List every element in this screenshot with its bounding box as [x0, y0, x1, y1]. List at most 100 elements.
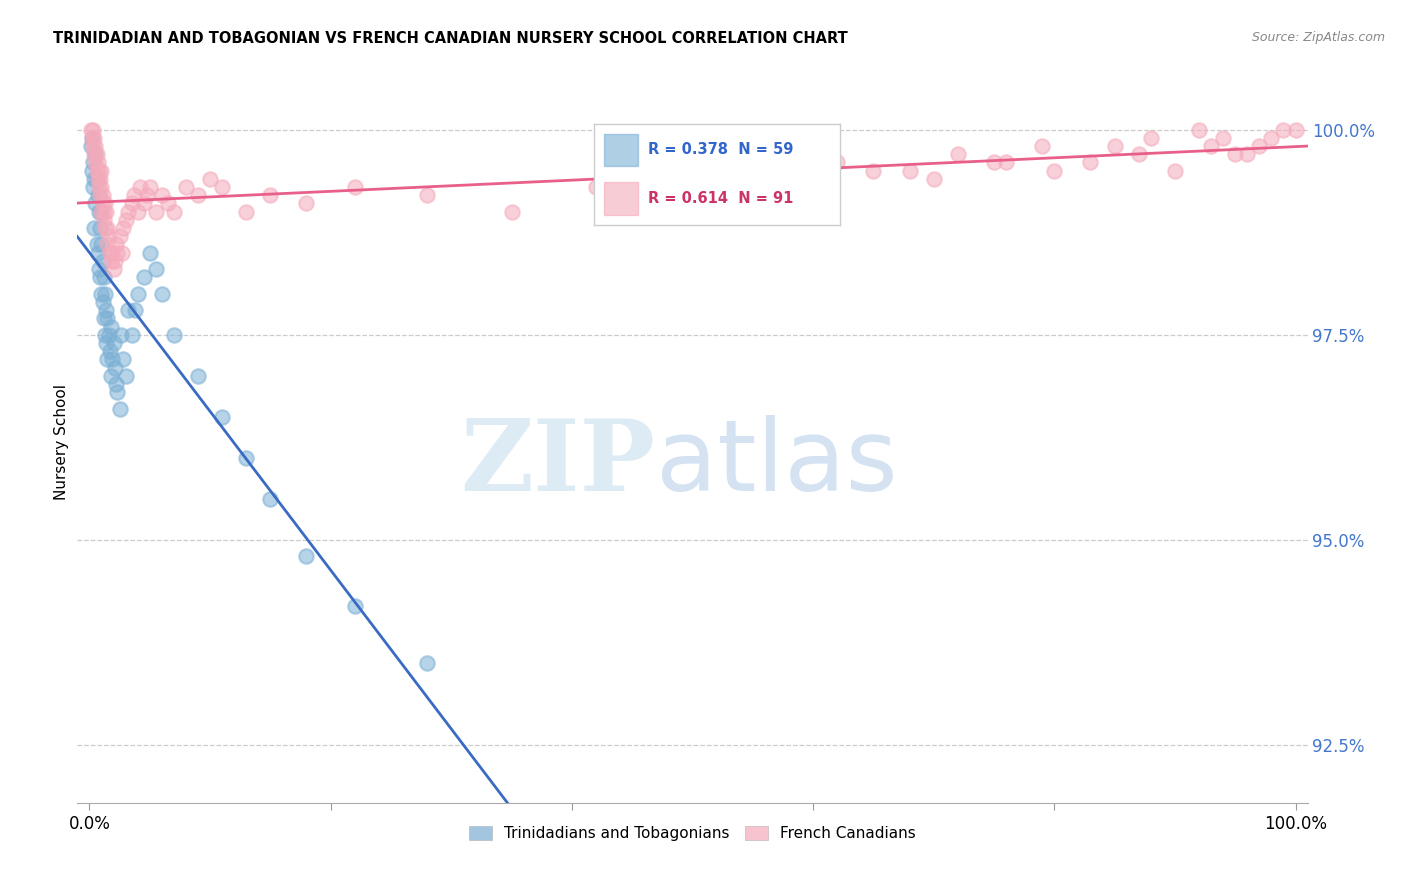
Point [80, 163, 103, 178]
Point [132, 196, 155, 211]
Point [100, 319, 122, 334]
Point [145, 204, 167, 219]
Point [150, 188, 173, 202]
Point [90, 286, 112, 301]
Point [101, 245, 124, 260]
Point [922, 171, 945, 186]
Point [163, 327, 186, 342]
Point [343, 180, 366, 194]
Point [87, 180, 110, 194]
Point [87, 245, 110, 260]
Point [1212, 130, 1234, 145]
Point [105, 245, 128, 260]
Point [82, 139, 104, 153]
Point [90, 237, 112, 252]
Point [96, 352, 118, 367]
Point [114, 212, 136, 227]
Point [174, 180, 197, 194]
Point [121, 196, 143, 211]
Point [87, 262, 110, 277]
Point [801, 180, 824, 194]
Point [91, 188, 114, 202]
Point [150, 286, 173, 301]
Point [90, 204, 112, 219]
Point [259, 491, 281, 506]
Point [741, 163, 763, 178]
Point [132, 270, 155, 285]
Point [235, 450, 257, 465]
Point [93, 311, 115, 326]
Point [501, 204, 523, 219]
Point [84, 196, 107, 211]
Point [235, 204, 257, 219]
Point [129, 180, 152, 194]
Point [93, 212, 115, 227]
Point [416, 657, 439, 671]
Point [86, 163, 108, 178]
Point [187, 188, 209, 202]
Point [80, 130, 103, 145]
Point [295, 549, 318, 564]
Point [94, 196, 117, 211]
Point [82, 122, 104, 136]
Point [84, 139, 107, 153]
Point [79, 122, 101, 136]
Point [90, 163, 112, 178]
Point [96, 237, 118, 252]
Point [104, 360, 127, 375]
Text: Source: ZipAtlas.com: Source: ZipAtlas.com [1251, 31, 1385, 45]
Point [83, 221, 105, 235]
Point [82, 155, 104, 169]
Text: atlas: atlas [655, 415, 897, 512]
Point [98, 344, 121, 359]
Point [83, 171, 105, 186]
Point [79, 139, 101, 153]
Point [86, 237, 108, 252]
Point [93, 204, 115, 219]
Point [87, 171, 110, 186]
Point [103, 262, 125, 277]
Point [93, 270, 115, 285]
Point [84, 155, 107, 169]
Point [82, 180, 104, 194]
Point [198, 171, 221, 186]
Point [187, 368, 209, 383]
Point [103, 336, 125, 351]
Point [89, 221, 111, 235]
Point [110, 327, 132, 342]
Point [100, 253, 122, 268]
Point [983, 155, 1005, 169]
Y-axis label: Nursery School: Nursery School [53, 384, 69, 500]
Point [1249, 139, 1271, 153]
Point [104, 237, 127, 252]
Point [259, 188, 281, 202]
Text: TRINIDADIAN AND TOBAGONIAN VS FRENCH CANADIAN NURSERY SCHOOL CORRELATION CHART: TRINIDADIAN AND TOBAGONIAN VS FRENCH CAN… [53, 31, 848, 46]
Point [211, 180, 233, 194]
Point [124, 303, 146, 318]
Point [995, 155, 1018, 169]
Point [122, 188, 145, 202]
Point [1031, 139, 1053, 153]
Point [121, 327, 143, 342]
Point [1139, 130, 1161, 145]
Point [1236, 147, 1258, 161]
Point [1080, 155, 1102, 169]
Point [211, 409, 233, 424]
Point [111, 245, 134, 260]
Point [416, 188, 439, 202]
Point [1043, 163, 1066, 178]
Point [112, 221, 135, 235]
Point [86, 171, 108, 186]
Point [1164, 163, 1187, 178]
Point [83, 130, 105, 145]
Point [108, 229, 131, 244]
Point [80, 130, 103, 145]
Point [1272, 122, 1295, 136]
Point [825, 155, 848, 169]
Point [96, 311, 118, 326]
Point [862, 163, 884, 178]
Point [91, 253, 114, 268]
Point [83, 147, 105, 161]
Point [94, 327, 117, 342]
Point [86, 147, 108, 161]
